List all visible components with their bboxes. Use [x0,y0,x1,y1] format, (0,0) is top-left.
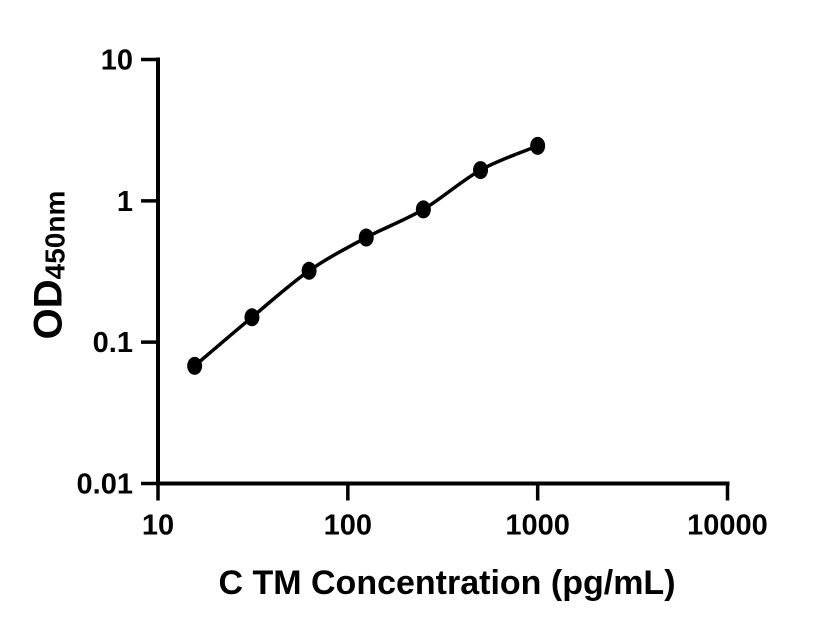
x-tick-label: 10000 [687,510,768,542]
data-point-marker [187,356,203,375]
y-axis-title: OD450nm [26,190,71,340]
x-axis-title: C TM Concentration (pg/mL) [218,564,676,602]
data-point-marker [473,161,489,180]
x-tick-label: 10 [142,510,174,542]
y-tick-label: 0.01 [77,469,133,501]
y-axis-title-subscript: 450nm [39,190,71,280]
data-point-marker [530,136,546,155]
y-tick-label: 0.1 [93,327,133,359]
x-tick-label: 100 [324,510,372,542]
axes-layer: 10 1 0.1 0.01 10 100 1000 10000 [77,45,768,542]
data-point-marker [415,200,431,219]
data-point-marker [358,228,374,247]
data-point-marker [301,261,317,280]
standard-curve-line [192,144,540,368]
y-tick-label: 1 [117,186,133,218]
y-axis-title-main: OD [26,279,71,340]
data-point-marker [244,308,260,327]
y-tick-label: 10 [101,45,133,77]
x-tick-label: 1000 [505,510,570,542]
series-layer [187,136,546,375]
